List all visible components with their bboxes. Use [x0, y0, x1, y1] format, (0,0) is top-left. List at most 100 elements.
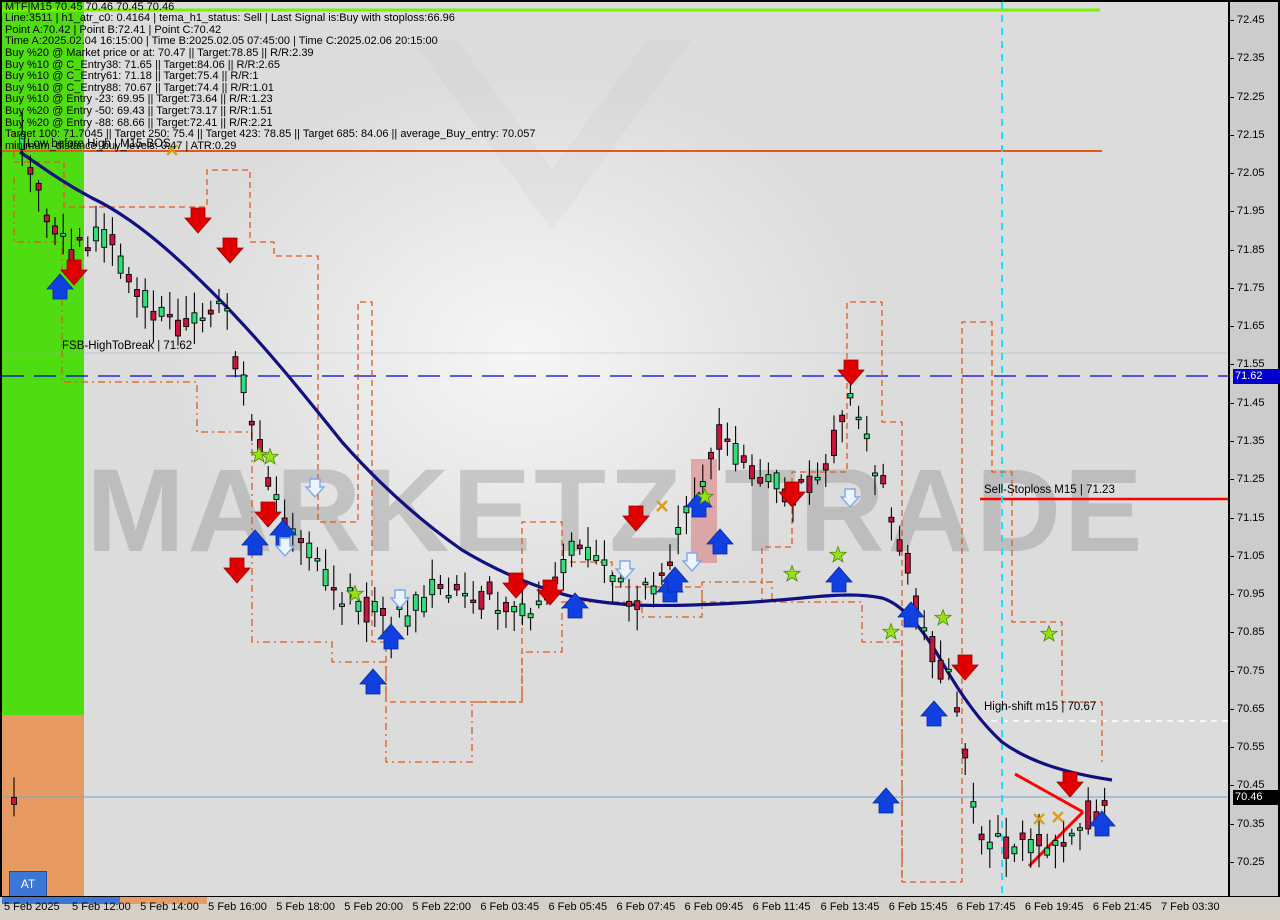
- price-tick-72.25: 72.25: [1230, 91, 1280, 105]
- hollow-arrow-icon: [389, 589, 411, 610]
- candle-body: [11, 796, 17, 805]
- candle-body: [232, 356, 239, 370]
- candle-body: [1027, 839, 1034, 854]
- time-tick-8: 6 Feb 05:45: [548, 901, 608, 913]
- star-icon: [881, 622, 901, 640]
- candle-body: [749, 465, 755, 480]
- cross-icon: [1052, 811, 1064, 823]
- scrollbar-track-orange[interactable]: [120, 897, 207, 904]
- hollow-arrow-icon: [614, 560, 636, 581]
- time-tick-17: 7 Feb 03:30: [1160, 901, 1220, 913]
- candle-body: [609, 575, 616, 582]
- candle-body: [896, 539, 903, 552]
- sell-arrow-icon: [837, 359, 865, 386]
- label-high-shift: High-shift m15 | 70.67: [984, 701, 1097, 713]
- label-low-before-high: Low before High | M15-BOS: [27, 138, 171, 150]
- candle-body: [560, 559, 567, 574]
- at-button[interactable]: AT: [9, 871, 47, 896]
- candle-body: [494, 610, 501, 614]
- candle-body: [445, 594, 452, 599]
- price-tick-72.45: 72.45: [1230, 14, 1280, 28]
- chart-plot-area[interactable]: MARKETZ TRADE: [0, 0, 1228, 897]
- info-line-11: Buy %20 @ Entry -88: 68.66 || Target:72.…: [5, 116, 273, 129]
- time-tick-10: 6 Feb 09:45: [684, 901, 744, 913]
- info-line-7: Buy %10 @ C_Entry61: 71.18 || Target:75.…: [5, 70, 259, 83]
- sell-arrow-icon: [502, 572, 530, 599]
- candle-body: [978, 833, 985, 841]
- candle-body: [224, 307, 231, 312]
- candle-body: [937, 659, 944, 680]
- time-tick-3: 5 Feb 16:00: [208, 901, 267, 913]
- hollow-arrow-icon: [839, 488, 861, 509]
- candle-body: [765, 474, 772, 483]
- star-icon: [249, 445, 269, 463]
- step-channel-upper: [13, 132, 1103, 883]
- price-tick-72.05: 72.05: [1230, 167, 1280, 181]
- time-tick-12: 6 Feb 13:45: [820, 901, 880, 913]
- price-tick-71.95: 71.95: [1230, 205, 1280, 219]
- cross-icon: [1033, 813, 1045, 825]
- candle-body: [888, 516, 895, 523]
- candle-body: [511, 605, 518, 613]
- candle-body: [601, 559, 608, 566]
- sell-arrow-icon: [184, 207, 212, 234]
- candle-body: [708, 451, 714, 460]
- candle-body: [716, 424, 723, 450]
- time-tick-6: 5 Feb 22:00: [412, 901, 472, 913]
- price-tick-71.85: 71.85: [1230, 244, 1280, 258]
- candle-body: [150, 310, 157, 321]
- star-icon: [695, 487, 715, 505]
- info-line-9: Buy %10 @ Entry -23: 69.95 || Target:73.…: [5, 93, 273, 106]
- candle-body: [740, 455, 747, 463]
- hollow-arrow-icon: [274, 537, 296, 558]
- time-tick-0: 5 Feb 2025: [4, 901, 60, 913]
- candlestick-series: [11, 111, 1108, 877]
- candle-body: [503, 601, 509, 613]
- candle-body: [207, 309, 214, 315]
- candle-body: [76, 237, 83, 241]
- time-axis[interactable]: 5 Feb 2025 5 Feb 12:00 5 Feb 14:00 5 Feb 16…: [0, 897, 1280, 920]
- sell-arrow-icon: [622, 505, 650, 532]
- candle-body: [535, 600, 542, 606]
- time-tick-14: 6 Feb 17:45: [956, 901, 1016, 913]
- time-tick-13: 6 Feb 15:45: [888, 901, 948, 913]
- candle-body: [839, 414, 846, 423]
- candle-body: [175, 319, 181, 337]
- buy-arrow-icon: [825, 566, 853, 593]
- chart-graphics-layer: [2, 2, 1228, 896]
- price-tick-71.75: 71.75: [1230, 282, 1280, 296]
- candle-body: [855, 416, 862, 421]
- price-tick-71.15: 71.15: [1230, 512, 1280, 526]
- price-axis[interactable]: 72.45 72.35 72.25 72.15 72.05 71.95 71.85 71.75…: [1228, 0, 1280, 897]
- candle-body: [84, 247, 91, 252]
- time-tick-7: 6 Feb 03:45: [480, 901, 540, 913]
- candle-body: [732, 443, 739, 465]
- info-line-4: Time A:2025.02.04 16:15:00 | Time B:2025…: [5, 35, 438, 48]
- info-line-13: minimum_distance_buy_levels: 0.47 | ATR:…: [5, 139, 237, 152]
- price-tick-70.45: 70.45: [1230, 779, 1280, 793]
- candle-body: [404, 615, 411, 627]
- price-tick-71.45: 71.45: [1230, 397, 1280, 411]
- candle-body: [363, 596, 370, 623]
- candle-body: [626, 600, 632, 607]
- label-sell-stoploss: Sell-Stoploss M15 | 71.23: [984, 484, 1115, 496]
- buy-arrow-icon: [377, 623, 405, 650]
- info-line-5: Buy %20 @ Market price or at: 70.47 || T…: [5, 46, 314, 59]
- sell-arrow-icon: [951, 654, 979, 681]
- candle-body: [1044, 847, 1051, 856]
- candle-body: [773, 472, 780, 490]
- candle-body: [904, 552, 911, 574]
- candle-body: [986, 841, 993, 850]
- horizontal-scrollbar[interactable]: [2, 897, 207, 904]
- scrollbar-thumb[interactable]: [2, 897, 120, 904]
- candle-body: [166, 313, 173, 318]
- sell-arrow-icon: [216, 237, 244, 264]
- candle-body: [617, 577, 624, 583]
- candle-body: [585, 546, 591, 561]
- price-tick-70.25: 70.25: [1230, 856, 1280, 870]
- candle-body: [240, 374, 247, 394]
- candle-body: [847, 393, 854, 399]
- time-tick-11: 6 Feb 11:45: [752, 901, 811, 913]
- candle-body: [1003, 836, 1010, 859]
- candle-body: [921, 627, 928, 632]
